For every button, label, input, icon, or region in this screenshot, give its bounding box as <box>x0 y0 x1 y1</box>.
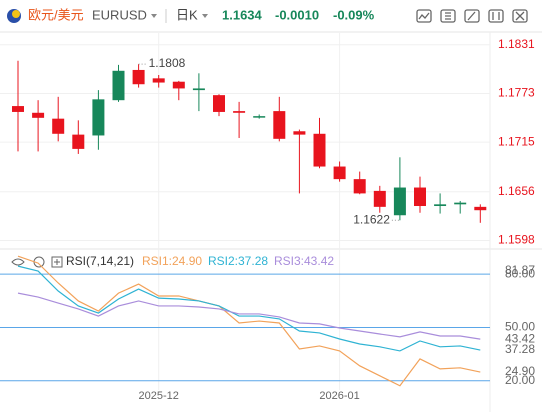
value-tag: 37.28 <box>505 342 535 356</box>
candle-body <box>434 204 447 207</box>
tool-icon[interactable] <box>440 9 456 23</box>
x-tick-label: 2026-01 <box>319 390 359 402</box>
candle-body <box>72 134 85 149</box>
high-label: 1.1808 <box>149 56 186 70</box>
value-tag: 81.87 <box>505 263 535 277</box>
legend-entry: RSI2:37.28 <box>208 254 268 268</box>
tool-icon[interactable] <box>512 9 528 23</box>
tool-icon[interactable] <box>488 9 504 23</box>
rsi-line <box>17 255 481 387</box>
tool-icon[interactable] <box>416 9 432 23</box>
candle-body <box>32 112 45 118</box>
candle-body <box>12 106 24 112</box>
legend-entry: RSI3:43.42 <box>274 254 334 268</box>
candle-body <box>414 187 426 207</box>
y-tick-label: 1.1598 <box>498 233 535 247</box>
candle-body <box>192 88 205 91</box>
indicator-title: RSI(7,14,21) <box>66 254 134 268</box>
y-tick-label: 20.00 <box>505 373 535 387</box>
low-label: 1.1622 <box>353 212 390 226</box>
tool-icon[interactable] <box>464 9 480 23</box>
candle-body <box>333 166 346 180</box>
candle-body <box>293 131 306 135</box>
candle-body <box>474 206 487 211</box>
tool-icon[interactable] <box>418 12 430 20</box>
y-tick-label: 1.1773 <box>498 86 535 100</box>
value-tag: 43.42 <box>505 331 535 345</box>
candle-body <box>172 81 185 89</box>
y-tick-label: 80.00 <box>505 266 535 280</box>
rsi-line <box>17 265 481 352</box>
symbol[interactable]: EURUSD <box>92 7 147 22</box>
value-tag: 24.90 <box>505 364 535 378</box>
y-tick-label: 1.1715 <box>498 134 535 148</box>
change: -0.0010 <box>275 7 319 22</box>
candle-body <box>92 99 105 136</box>
candle-body <box>233 111 246 113</box>
candle-body <box>112 70 125 101</box>
candle-body <box>52 118 65 134</box>
y-tick-label: 1.1831 <box>498 37 535 51</box>
dropdown-arrow[interactable] <box>202 14 208 18</box>
dropdown-arrow[interactable] <box>151 14 157 18</box>
candle-body <box>152 78 165 83</box>
candle-body <box>454 202 467 205</box>
period[interactable]: 日K <box>176 7 198 22</box>
candle-body <box>132 69 145 85</box>
eye-icon[interactable] <box>11 258 25 266</box>
x-tick-label: 2025-12 <box>139 390 179 402</box>
candle-body <box>313 133 326 167</box>
candle-body <box>213 95 225 112</box>
legend-entry: RSI1:24.90 <box>142 254 202 268</box>
flag-icon <box>12 10 20 18</box>
candle-body <box>393 187 406 216</box>
instrument-name: 欧元/美元 <box>28 7 84 22</box>
tool-icon[interactable] <box>467 11 476 21</box>
tool-icon[interactable] <box>492 12 500 20</box>
y-tick-label: 50.00 <box>505 320 535 334</box>
last-price: 1.1634 <box>222 7 263 22</box>
candle-body <box>373 190 386 207</box>
change-pct: -0.09% <box>333 7 375 22</box>
candle-body <box>253 116 266 118</box>
candle-body <box>353 179 366 194</box>
tool-icon[interactable] <box>445 12 451 20</box>
candle-body <box>273 111 286 139</box>
expand-icon[interactable] <box>54 259 60 265</box>
y-tick-label: 1.1656 <box>498 184 535 198</box>
expand-icon[interactable] <box>51 256 63 268</box>
rsi-line <box>17 292 481 340</box>
tool-icon[interactable] <box>515 11 525 21</box>
